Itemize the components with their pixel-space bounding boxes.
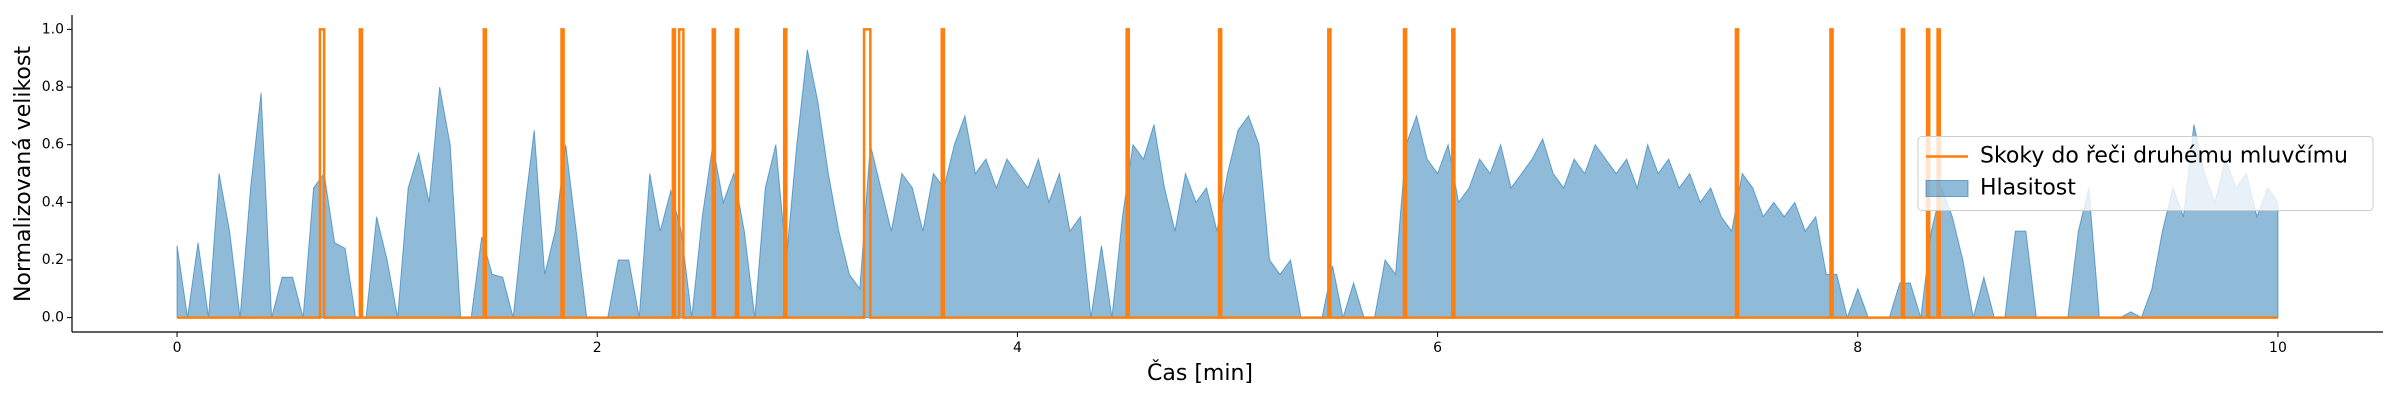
legend-swatch bbox=[1925, 180, 1969, 197]
x-tick-label: 10 bbox=[2269, 340, 2287, 356]
legend-box bbox=[1917, 136, 2374, 211]
y-tick-label: 0.0 bbox=[42, 310, 64, 326]
step-line bbox=[177, 28, 2278, 319]
x-tick-label: 8 bbox=[1853, 340, 1862, 356]
x-axis-label: Čas [min] bbox=[1147, 360, 1253, 386]
y-tick-label: 0.2 bbox=[42, 252, 64, 268]
y-tick-label: 0.8 bbox=[42, 79, 64, 95]
y-tick-label: 0.6 bbox=[42, 137, 64, 153]
x-tick-label: 0 bbox=[173, 340, 182, 356]
y-axis-label: Normalizovaná velikost bbox=[11, 46, 36, 302]
x-tick-label: 2 bbox=[593, 340, 602, 356]
y-tick-label: 0.4 bbox=[42, 194, 64, 210]
x-tick-label: 6 bbox=[1433, 340, 1442, 356]
y-tick-label: 1.0 bbox=[42, 21, 64, 37]
legend-label: Skoky do řeči druhému mluvčímu bbox=[1980, 144, 2348, 169]
legend-label: Hlasitost bbox=[1980, 176, 2076, 201]
x-tick-label: 4 bbox=[1013, 340, 1022, 356]
